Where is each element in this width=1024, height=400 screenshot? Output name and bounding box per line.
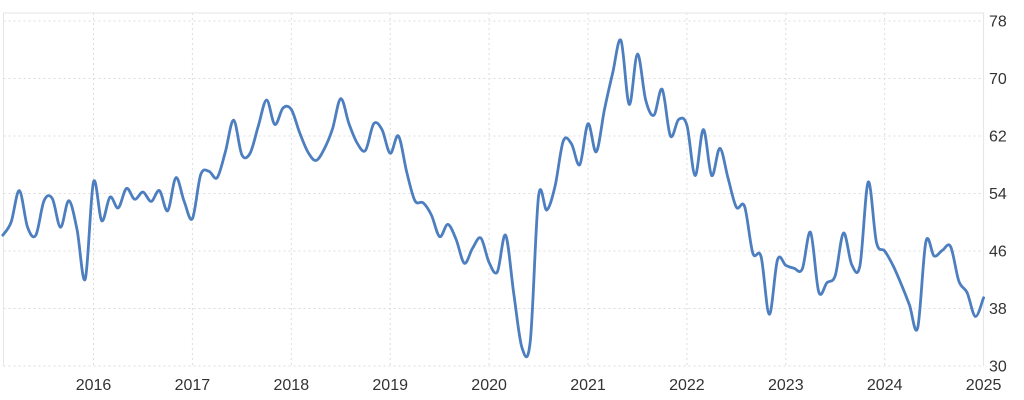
y-axis-tick-label: 70 <box>989 71 1007 88</box>
y-axis-tick-label: 30 <box>989 359 1007 376</box>
y-axis-tick-label: 62 <box>989 129 1007 146</box>
y-axis-tick-label: 38 <box>989 301 1007 318</box>
y-axis-tick-label: 54 <box>989 186 1007 203</box>
y-axis-tick-label: 46 <box>989 244 1007 261</box>
gridlines <box>3 13 985 367</box>
x-axis-tick-label: 2017 <box>175 377 211 394</box>
plot-border <box>3 12 984 366</box>
y-axis-tick-label: 78 <box>989 14 1007 31</box>
x-axis-tick-label: 2020 <box>471 377 507 394</box>
x-axis-tick-label: 2021 <box>570 377 606 394</box>
x-axis-tick-label: 2024 <box>867 377 903 394</box>
x-axis-tick-label: 2022 <box>669 377 705 394</box>
y-axis-labels: 78 70 62 54 46 38 30 <box>989 14 1007 376</box>
x-axis-tick-label: 2018 <box>274 377 310 394</box>
x-axis-tick-label: 2019 <box>372 377 408 394</box>
x-axis-labels: 2016 2017 2018 2019 2020 2021 2022 2023 2024 2025 <box>76 377 1002 394</box>
series-line <box>1 38 985 359</box>
x-axis-tick-label: 2025 <box>966 377 1002 394</box>
x-axis-tick-label: 2016 <box>76 377 112 394</box>
x-axis-tick-label: 2023 <box>768 377 804 394</box>
